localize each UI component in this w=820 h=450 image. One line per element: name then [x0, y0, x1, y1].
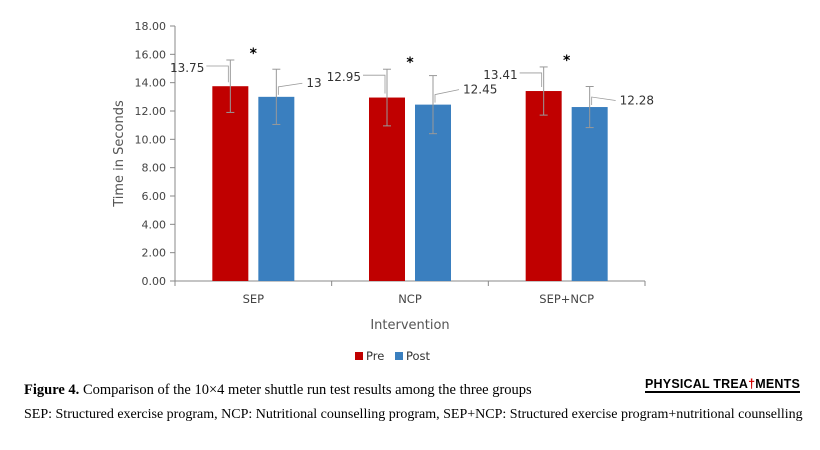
brand-text-end: MENTS [755, 377, 800, 391]
brand-text-start: PHYSICAL TREA [645, 377, 749, 391]
legend-label-pre: Pre [366, 349, 384, 363]
data-label-leader [519, 72, 543, 88]
brand-logo: PHYSICAL TREA†MENTS [645, 377, 800, 393]
data-label-leader [434, 89, 460, 103]
significance-mark: * [563, 53, 571, 69]
data-label-post: 13 [306, 76, 321, 90]
bar-pre [369, 97, 405, 282]
y-tick-label: 14.00 [135, 77, 167, 90]
data-label-leader [277, 82, 303, 95]
y-tick-label: 16.00 [135, 48, 167, 61]
data-label-leader [591, 96, 616, 106]
shuttle-run-bar-chart: 0.00 2.00 4.00 6.00 8.00 10.00 12.00 14.00 16.00… [112, 20, 654, 363]
legend: Pre Post [355, 349, 431, 363]
data-label-leader [206, 65, 229, 83]
x-category-label: SEP [243, 292, 265, 306]
figure-label: Figure 4. [24, 382, 80, 398]
data-label-pre: 12.95 [327, 70, 361, 84]
data-label-leader [363, 74, 386, 94]
y-tick-label: 0.00 [142, 275, 167, 288]
bars [212, 59, 608, 282]
figure-note: SEP: Structured exercise program, NCP: N… [24, 407, 803, 422]
data-label-pre: 13.41 [483, 68, 517, 82]
legend-label-post: Post [406, 349, 431, 363]
y-tick-label: 4.00 [142, 218, 167, 231]
figure-title: Comparison of the 10×4 meter shuttle run… [79, 382, 532, 398]
bar-post [258, 96, 295, 281]
y-tick-label: 2.00 [142, 247, 167, 260]
figure-caption: Figure 4. Comparison of the 10×4 meter s… [24, 382, 532, 399]
significance-mark: * [406, 55, 414, 71]
labels: SEP 13.75 13 * NCP 12.95 12.45 * SEP+NCP 13.41 12.… [170, 46, 654, 306]
y-tick-label: 18.00 [135, 20, 167, 33]
data-label-post: 12.45 [463, 83, 497, 97]
x-category-label: NCP [398, 292, 422, 306]
bar-post [571, 107, 608, 282]
data-label-pre: 13.75 [170, 61, 204, 75]
y-tick-label: 6.00 [142, 190, 167, 203]
y-tick-label: 12.00 [135, 105, 167, 118]
y-axis-title: Time in Seconds [112, 100, 127, 208]
brand-dagger-icon: † [748, 377, 756, 391]
significance-mark: * [250, 46, 258, 62]
x-category-label: SEP+NCP [539, 292, 594, 306]
axes: 0.00 2.00 4.00 6.00 8.00 10.00 12.00 14.00 16.00… [135, 20, 646, 288]
legend-swatch-pre [355, 352, 363, 360]
bar-pre [525, 91, 562, 282]
y-tick-label: 8.00 [142, 162, 167, 175]
legend-swatch-post [395, 352, 403, 360]
x-axis-title: Intervention [370, 318, 449, 333]
data-label-post: 12.28 [620, 93, 654, 107]
bar-pre [212, 86, 249, 281]
y-tick-label: 10.00 [135, 133, 167, 146]
